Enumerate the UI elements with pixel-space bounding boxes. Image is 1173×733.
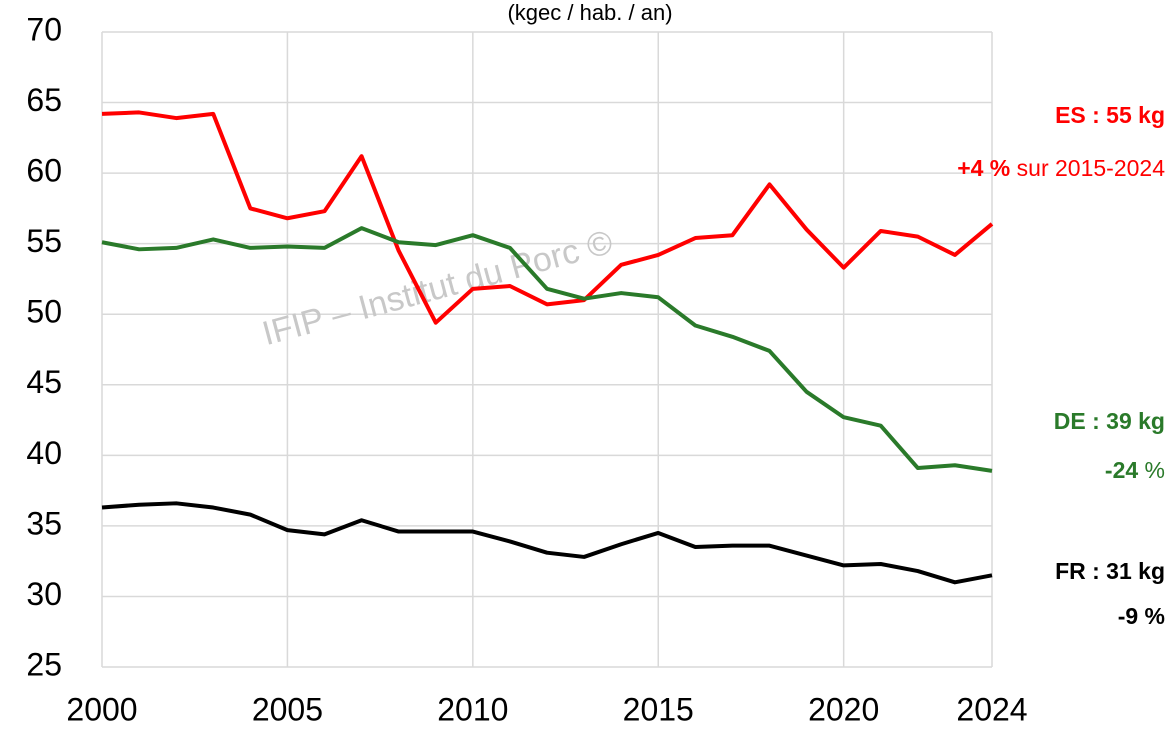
annotation: -24 %: [1105, 457, 1165, 483]
annotation-part: -9 %: [1118, 603, 1165, 629]
annotation-part: DE : 39 kg: [1054, 408, 1165, 434]
annotation: ES : 55 kg: [1055, 102, 1165, 128]
y-tick-label: 70: [26, 11, 62, 47]
y-tick-label: 45: [26, 364, 62, 400]
annotation-part: -24: [1105, 457, 1138, 483]
annotation: -9 %: [1118, 603, 1165, 629]
y-tick-label: 30: [26, 576, 62, 612]
x-tick-label: 2024: [956, 691, 1027, 727]
x-tick-label: 2010: [437, 691, 508, 727]
x-tick-label: 2020: [808, 691, 879, 727]
y-tick-label: 25: [26, 646, 62, 682]
y-tick-label: 55: [26, 223, 62, 259]
y-tick-label: 40: [26, 435, 62, 471]
annotation: FR : 31 kg: [1055, 558, 1165, 584]
annotation-part: ES : 55 kg: [1055, 102, 1165, 128]
x-tick-label: 2000: [66, 691, 137, 727]
annotation: +4 % sur 2015-2024: [957, 155, 1165, 181]
y-tick-label: 35: [26, 505, 62, 541]
x-tick-label: 2005: [252, 691, 323, 727]
x-tick-label: 2015: [623, 691, 694, 727]
annotation-part: +4 %: [957, 155, 1010, 181]
chart-subtitle: (kgec / hab. / an): [507, 0, 672, 25]
annotation: DE : 39 kg: [1054, 408, 1165, 434]
y-tick-label: 50: [26, 294, 62, 330]
series-line: [101, 226, 993, 473]
series-line: [101, 110, 994, 325]
annotation-part: sur 2015-2024: [1010, 155, 1165, 181]
y-tick-label: 60: [26, 153, 62, 189]
watermark: IFIP – Institut du Porc ©: [258, 223, 616, 353]
y-tick-label: 65: [26, 82, 62, 118]
series-line: [101, 501, 993, 585]
annotation-part: FR : 31 kg: [1055, 558, 1165, 584]
annotation-part: %: [1138, 457, 1165, 483]
